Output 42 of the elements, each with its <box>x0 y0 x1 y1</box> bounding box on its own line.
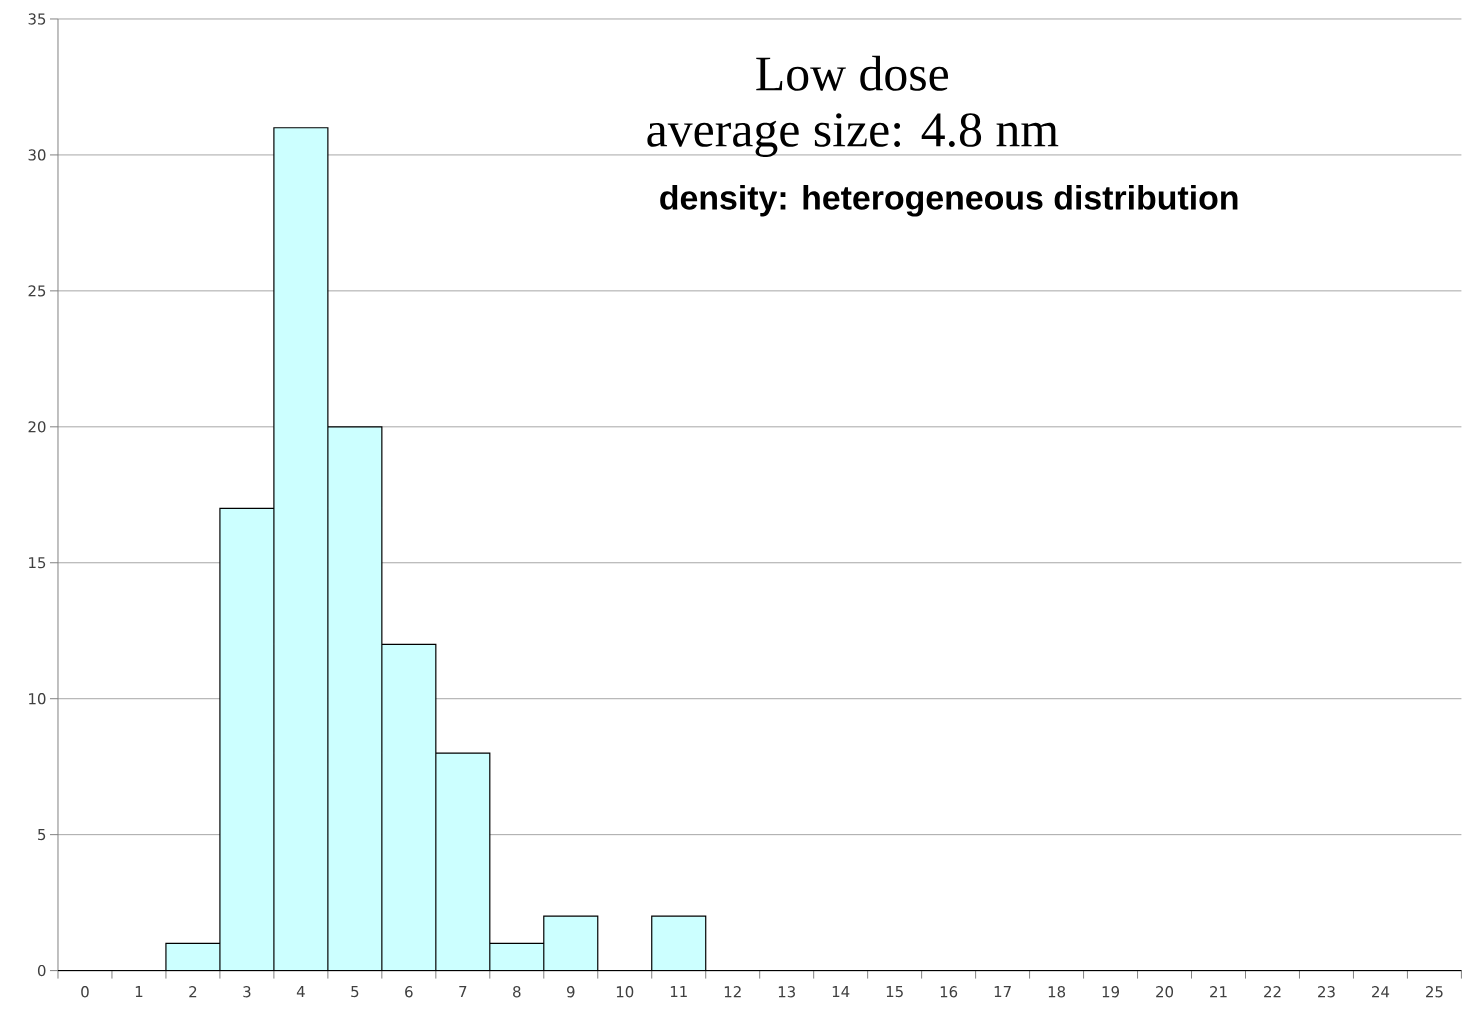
bar <box>651 915 707 972</box>
x-tick-label: 8 <box>513 986 521 998</box>
x-tick-label: 5 <box>351 986 359 998</box>
x-tick-label: 18 <box>1048 986 1066 998</box>
x-tick-label: 19 <box>1102 986 1119 998</box>
x-tick-label: 4 <box>296 986 305 998</box>
x-tick-label: 17 <box>994 986 1011 998</box>
annotation: density: heterogeneous distribution <box>660 185 1238 217</box>
x-tick-label: 11 <box>670 986 687 998</box>
x-tick-label: 12 <box>724 986 741 998</box>
y-tick-label: 15 <box>29 557 46 569</box>
x-tick-label: 6 <box>405 986 413 998</box>
x-tick-label: 15 <box>886 986 903 998</box>
x-tick-label: 16 <box>940 986 958 998</box>
x-tick-label: 1 <box>135 986 143 998</box>
x-tick-label: 9 <box>566 986 575 998</box>
y-tick-label: 30 <box>28 149 46 161</box>
y-tick-label: 0 <box>37 965 46 977</box>
bar <box>327 426 383 972</box>
x-tick-label: 7 <box>459 986 467 998</box>
x-tick-label: 20 <box>1156 986 1174 998</box>
text: average size: 4.8 nm <box>647 113 1059 158</box>
x-tick-label: 24 <box>1372 986 1390 998</box>
x-tick-label: 14 <box>832 986 850 998</box>
x-tick-label: 13 <box>778 986 795 998</box>
bar <box>273 127 329 972</box>
y-tick-label: 20 <box>28 421 46 433</box>
x-tick-label: 23 <box>1318 986 1335 998</box>
x-tick-label: 3 <box>243 986 251 998</box>
bar <box>219 507 275 972</box>
bar <box>165 943 221 972</box>
x-tick-label: 10 <box>616 986 634 998</box>
y-tick-label: 5 <box>38 829 46 841</box>
y-tick-label: 25 <box>28 285 46 297</box>
x-tick-label: 2 <box>189 986 197 998</box>
text: Low dose <box>756 55 949 91</box>
y-tick-label: 10 <box>29 693 46 705</box>
y-tick-label: 35 <box>28 13 46 25</box>
x-tick-label: 22 <box>1264 986 1281 998</box>
x-tick-label: 0 <box>81 986 89 998</box>
x-tick-label: 25 <box>1426 986 1443 998</box>
x-tick-label: 21 <box>1210 986 1227 998</box>
